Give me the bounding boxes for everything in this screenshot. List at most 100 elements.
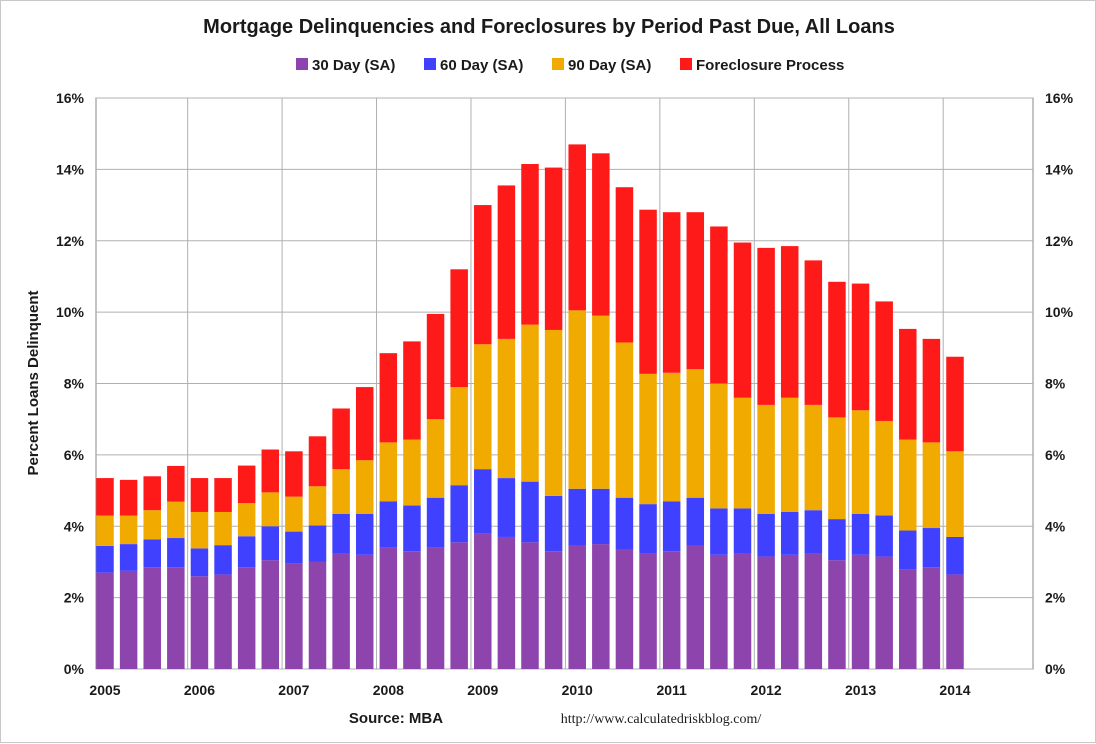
bar-segment bbox=[733, 508, 752, 554]
bar-segment bbox=[261, 449, 280, 493]
bar-segment bbox=[662, 212, 681, 373]
y-tick-label: 12% bbox=[56, 233, 85, 249]
bar-segment bbox=[426, 313, 445, 420]
bar-segment bbox=[521, 324, 539, 482]
bar-segment bbox=[96, 478, 114, 516]
bar-segment bbox=[237, 465, 256, 504]
bar-segment bbox=[757, 404, 775, 514]
bar-segment bbox=[639, 373, 657, 505]
legend-label: Foreclosure Process bbox=[696, 57, 844, 74]
bar-segment bbox=[403, 551, 421, 669]
bar-segment bbox=[521, 481, 539, 543]
bar-segment bbox=[662, 372, 681, 502]
bar-segment bbox=[497, 338, 516, 479]
bar-segment bbox=[474, 344, 492, 470]
bar-segment bbox=[922, 567, 941, 669]
bar-segment bbox=[686, 369, 705, 498]
legend: 30 Day (SA) 60 Day (SA) 90 Day (SA) Foreclo… bbox=[296, 57, 844, 74]
bar-segment bbox=[285, 496, 303, 532]
bar-segment bbox=[119, 515, 138, 545]
bar-segment bbox=[497, 536, 516, 669]
bar-segment bbox=[237, 503, 256, 537]
bar-segment bbox=[899, 569, 917, 669]
y-tick-label: 6% bbox=[1045, 447, 1066, 463]
y-tick-label: 2% bbox=[64, 590, 85, 606]
bar-segment bbox=[592, 488, 610, 545]
bar-segment bbox=[946, 536, 964, 575]
bar-segment bbox=[544, 495, 563, 552]
bar-segment bbox=[379, 547, 398, 669]
bar-segment bbox=[568, 488, 586, 546]
source-label: Source: MBA bbox=[349, 710, 443, 727]
bar-segment bbox=[119, 479, 138, 516]
bar-segment bbox=[686, 545, 705, 669]
bar-segment bbox=[686, 497, 705, 546]
bar-segment bbox=[804, 404, 823, 511]
y-tick-label: 16% bbox=[56, 90, 85, 106]
y-axis-left: 0% 2% 4% 6% 8% 10% 12% 14% 16% bbox=[56, 90, 85, 677]
bar-segment bbox=[946, 574, 964, 669]
bar-segment bbox=[804, 510, 823, 554]
y-tick-label: 10% bbox=[1045, 304, 1074, 320]
bar-segment bbox=[544, 329, 563, 496]
bar-segment bbox=[639, 504, 657, 554]
chart-title: Mortgage Delinquencies and Foreclosures … bbox=[203, 16, 895, 38]
bar-segment bbox=[332, 469, 350, 514]
bar-segment bbox=[214, 574, 232, 669]
bar-segment bbox=[450, 542, 468, 669]
legend-swatch bbox=[296, 58, 308, 70]
bar-segment bbox=[875, 420, 893, 516]
bar-segment bbox=[615, 187, 634, 343]
bar-segment bbox=[733, 553, 752, 669]
bar-segment bbox=[285, 451, 303, 497]
bar-segment bbox=[355, 460, 374, 514]
bar-segment bbox=[167, 538, 185, 568]
y-tick-label: 8% bbox=[64, 376, 85, 392]
bar-segment bbox=[780, 511, 799, 555]
bar-segment bbox=[426, 497, 445, 548]
x-tick-label: 2013 bbox=[845, 682, 876, 698]
bar-segment bbox=[828, 417, 846, 520]
bar-segment bbox=[568, 144, 586, 311]
x-tick-label: 2009 bbox=[467, 682, 498, 698]
bar-segment bbox=[332, 408, 350, 470]
bar-segment bbox=[639, 553, 657, 669]
bar-segment bbox=[450, 485, 468, 543]
x-tick-label: 2012 bbox=[751, 682, 782, 698]
x-tick-label: 2008 bbox=[373, 682, 404, 698]
bar-segment bbox=[426, 547, 445, 669]
y-tick-label: 6% bbox=[64, 447, 85, 463]
bar-segment bbox=[851, 513, 870, 555]
bar-segment bbox=[497, 185, 516, 339]
bar-segment bbox=[521, 542, 539, 669]
bar-segment bbox=[710, 383, 728, 509]
bar-segment bbox=[190, 511, 209, 549]
bar-segment bbox=[757, 247, 775, 405]
bar-segment bbox=[875, 556, 893, 669]
bar-segment bbox=[214, 545, 232, 575]
bar-segment bbox=[828, 281, 846, 418]
bar-segment bbox=[922, 528, 941, 568]
bar-segment bbox=[379, 501, 398, 548]
bar-segment bbox=[261, 492, 280, 527]
bar-segment bbox=[167, 465, 185, 502]
bar-segment bbox=[119, 544, 138, 571]
x-tick-label: 2005 bbox=[89, 682, 120, 698]
bar-segment bbox=[96, 545, 114, 573]
bar-segment bbox=[757, 513, 775, 557]
bar-segment bbox=[544, 551, 563, 669]
bar-segment bbox=[403, 341, 421, 440]
bar-segment bbox=[615, 497, 634, 550]
bar-segment bbox=[757, 556, 775, 669]
bar-segment bbox=[308, 486, 327, 526]
bar-segment bbox=[261, 560, 280, 669]
bar-segment bbox=[308, 525, 327, 562]
bar-segment bbox=[899, 439, 917, 531]
bar-segment bbox=[851, 283, 870, 411]
y-tick-label: 8% bbox=[1045, 376, 1066, 392]
bar-segment bbox=[119, 570, 138, 669]
bar-segment bbox=[568, 545, 586, 669]
bar-segment bbox=[450, 387, 468, 486]
bar-segment bbox=[497, 478, 516, 537]
